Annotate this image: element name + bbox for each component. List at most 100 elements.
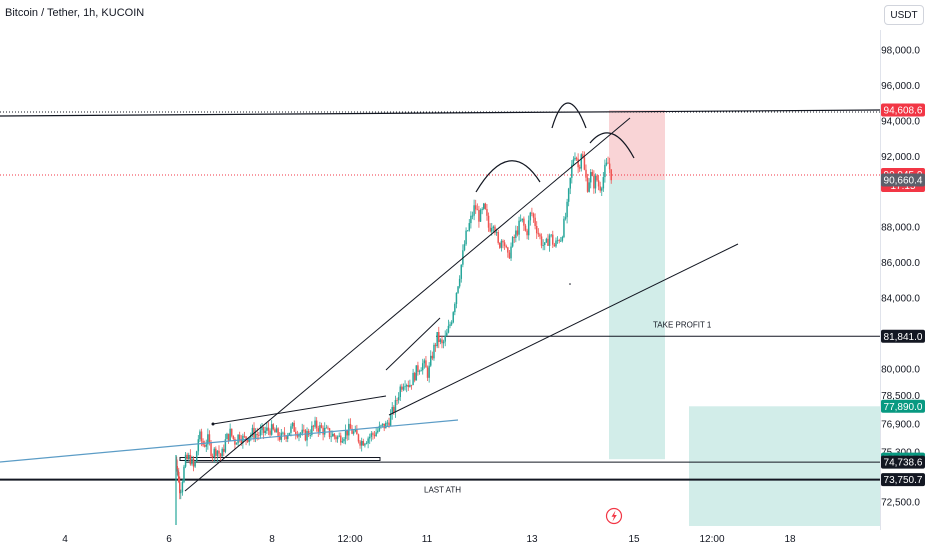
anchor-point	[569, 283, 571, 285]
candle	[599, 186, 601, 191]
candle	[332, 433, 334, 437]
candle	[181, 482, 184, 493]
position-zones	[609, 110, 880, 526]
candle	[303, 429, 305, 431]
candle	[596, 175, 598, 181]
candle	[352, 431, 355, 434]
candle	[327, 427, 329, 429]
candle	[442, 341, 445, 344]
candle	[421, 363, 424, 371]
price-badge	[881, 173, 925, 187]
candle	[356, 429, 358, 435]
x-tick-label: 15	[628, 534, 640, 545]
candle	[505, 245, 507, 248]
x-tick-label: 12:00	[337, 534, 362, 545]
candle	[210, 442, 212, 457]
candle	[325, 427, 328, 429]
candle	[215, 448, 217, 456]
candle	[319, 425, 321, 432]
candle	[328, 428, 331, 437]
candle	[197, 439, 200, 452]
price-badge-label: 74,738.6	[884, 458, 923, 469]
candle	[486, 209, 488, 216]
price-badge	[881, 455, 925, 469]
candle	[301, 429, 303, 434]
candle	[492, 226, 495, 229]
candle	[191, 458, 193, 465]
candle	[282, 432, 284, 434]
candle	[199, 431, 201, 440]
rising-wedge-line	[184, 117, 631, 492]
left-shoulder-arc	[475, 160, 541, 193]
y-tick-label: 94,000.0	[881, 116, 920, 127]
candle	[389, 413, 392, 426]
x-tick-label: 12:00	[699, 534, 724, 545]
candle	[545, 238, 548, 243]
candle	[439, 339, 442, 343]
candle	[229, 428, 231, 441]
y-tick-label: 88,000.0	[881, 223, 920, 234]
candle	[484, 203, 487, 210]
candle	[312, 425, 315, 427]
candle	[502, 240, 504, 243]
head-arc	[551, 102, 587, 129]
candle	[375, 432, 377, 437]
candle	[270, 424, 273, 435]
price-badge-label: 77,890.0	[884, 402, 923, 413]
candle	[583, 157, 586, 170]
x-tick-label: 4	[62, 534, 68, 545]
candle	[226, 433, 228, 440]
candle	[415, 365, 418, 381]
candle	[338, 435, 340, 437]
candle	[418, 371, 421, 372]
candle	[207, 434, 209, 445]
price-badge-label: 94,608.6	[884, 106, 923, 117]
candle	[547, 238, 549, 246]
candle	[219, 453, 222, 457]
candle	[359, 441, 361, 446]
candle	[534, 217, 536, 226]
candle-series	[175, 151, 612, 525]
currency-button[interactable]: USDT	[884, 5, 924, 25]
candle	[413, 372, 416, 381]
candle	[594, 175, 597, 189]
candle	[433, 344, 435, 359]
candle	[593, 175, 595, 189]
candle	[320, 425, 323, 428]
last-ath-label: LAST ATH	[424, 486, 461, 495]
candle	[177, 471, 179, 473]
candle	[481, 208, 483, 211]
candle	[610, 169, 612, 181]
lightning-icon[interactable]	[605, 507, 623, 525]
candle	[591, 172, 594, 176]
candle	[608, 163, 611, 170]
candle	[454, 303, 456, 313]
price-badge	[881, 329, 925, 343]
candle	[354, 429, 357, 432]
candle	[272, 424, 275, 430]
candle	[234, 438, 236, 445]
candle	[458, 278, 461, 287]
candle	[383, 423, 385, 429]
candle	[539, 234, 541, 237]
candle	[560, 240, 562, 242]
candle	[510, 246, 512, 259]
candle	[436, 332, 438, 347]
stop-loss-zone	[609, 110, 665, 180]
candle	[208, 434, 211, 443]
candle	[409, 384, 411, 387]
candle	[604, 164, 606, 178]
candle	[548, 235, 551, 246]
candle	[460, 264, 463, 279]
candle	[200, 431, 203, 441]
candle	[288, 432, 291, 436]
x-tick-label: 18	[784, 534, 796, 545]
anchor-point	[211, 422, 215, 426]
candle	[473, 205, 475, 216]
candle	[578, 167, 581, 169]
candle	[540, 236, 543, 246]
candle	[256, 433, 258, 435]
candle	[405, 385, 408, 387]
candle	[482, 203, 485, 209]
